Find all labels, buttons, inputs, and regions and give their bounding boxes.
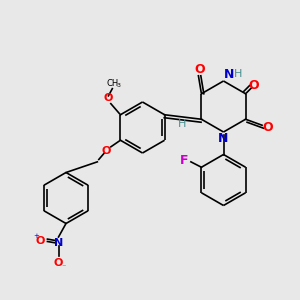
Text: O: O <box>195 63 205 76</box>
Text: N: N <box>54 238 63 248</box>
Text: N: N <box>218 131 229 145</box>
Text: H: H <box>234 69 242 80</box>
Text: CH: CH <box>107 79 119 88</box>
Text: H: H <box>178 119 186 129</box>
Text: O: O <box>36 236 45 247</box>
Text: F: F <box>180 154 188 167</box>
Text: N: N <box>224 68 234 81</box>
Text: ⁻: ⁻ <box>62 262 66 272</box>
Text: O: O <box>104 93 113 103</box>
Text: O: O <box>248 80 259 92</box>
Text: O: O <box>54 257 63 268</box>
Text: O: O <box>263 121 273 134</box>
Text: +: + <box>33 232 39 238</box>
Text: 3: 3 <box>116 83 120 88</box>
Text: O: O <box>102 146 111 156</box>
